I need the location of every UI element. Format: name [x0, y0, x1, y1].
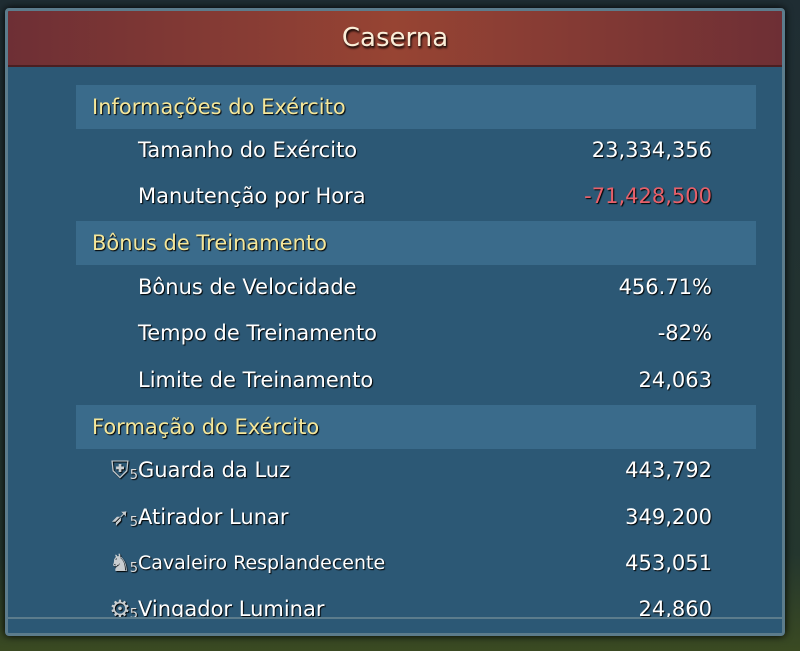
- section-army-info: Informações do Exército: [76, 85, 756, 129]
- row-label: Limite de Treinamento: [138, 368, 374, 392]
- row-label: Tempo de Treinamento: [138, 321, 378, 345]
- panel-header: Caserna: [8, 11, 782, 67]
- shield-icon: ⛨ 5: [111, 456, 138, 484]
- panel-content[interactable]: Informações do Exército Tamanho do Exérc…: [8, 75, 782, 619]
- row-guard-of-light: ⛨ 5 Guarda da Luz 443,792: [111, 450, 712, 490]
- row-value: -71,428,500: [584, 184, 712, 208]
- row-training-limit: Limite de Treinamento 24,063: [138, 360, 712, 400]
- row-lunar-archer: ➶ 5 Atirador Lunar 349,200: [110, 497, 712, 537]
- siege-icon: ⚙ 5: [109, 595, 138, 619]
- row-label: Atirador Lunar: [138, 505, 289, 529]
- row-radiant-knight: ♞ 5 Cavaleiro Resplandecente 453,051: [109, 543, 712, 583]
- bow-icon: ➶ 5: [109, 503, 138, 531]
- row-value: 349,200: [625, 505, 712, 529]
- row-label: Vingador Luminar: [138, 597, 325, 619]
- section-army-formation: Formação do Exército: [76, 405, 756, 449]
- row-upkeep: Manutenção por Hora -71,428,500: [138, 176, 712, 216]
- row-value: 24,860: [638, 597, 712, 619]
- horse-icon: ♞ 5: [109, 549, 138, 577]
- row-value: -82%: [657, 321, 712, 345]
- row-label: Guarda da Luz: [138, 458, 291, 482]
- barracks-panel: Caserna Informações do Exército Tamanho …: [5, 8, 785, 636]
- row-value: 24,063: [638, 368, 712, 392]
- panel-bottom-border: [8, 617, 782, 633]
- row-label: Cavaleiro Resplandecente: [138, 552, 386, 574]
- row-label: Tamanho do Exército: [138, 138, 358, 162]
- row-speed-bonus: Bônus de Velocidade 456.71%: [138, 267, 712, 307]
- row-luminar-avenger: ⚙ 5 Vingador Luminar 24,860: [109, 589, 712, 619]
- row-value: 453,051: [625, 551, 712, 575]
- row-label: Bônus de Velocidade: [138, 275, 357, 299]
- row-label: Manutenção por Hora: [138, 184, 366, 208]
- row-training-time: Tempo de Treinamento -82%: [138, 313, 712, 353]
- row-value: 443,792: [625, 458, 712, 482]
- row-value: 23,334,356: [591, 138, 712, 162]
- section-training-bonus: Bônus de Treinamento: [76, 221, 756, 265]
- row-value: 456.71%: [618, 275, 712, 299]
- row-army-size: Tamanho do Exército 23,334,356: [138, 130, 712, 170]
- panel-title: Caserna: [341, 23, 449, 53]
